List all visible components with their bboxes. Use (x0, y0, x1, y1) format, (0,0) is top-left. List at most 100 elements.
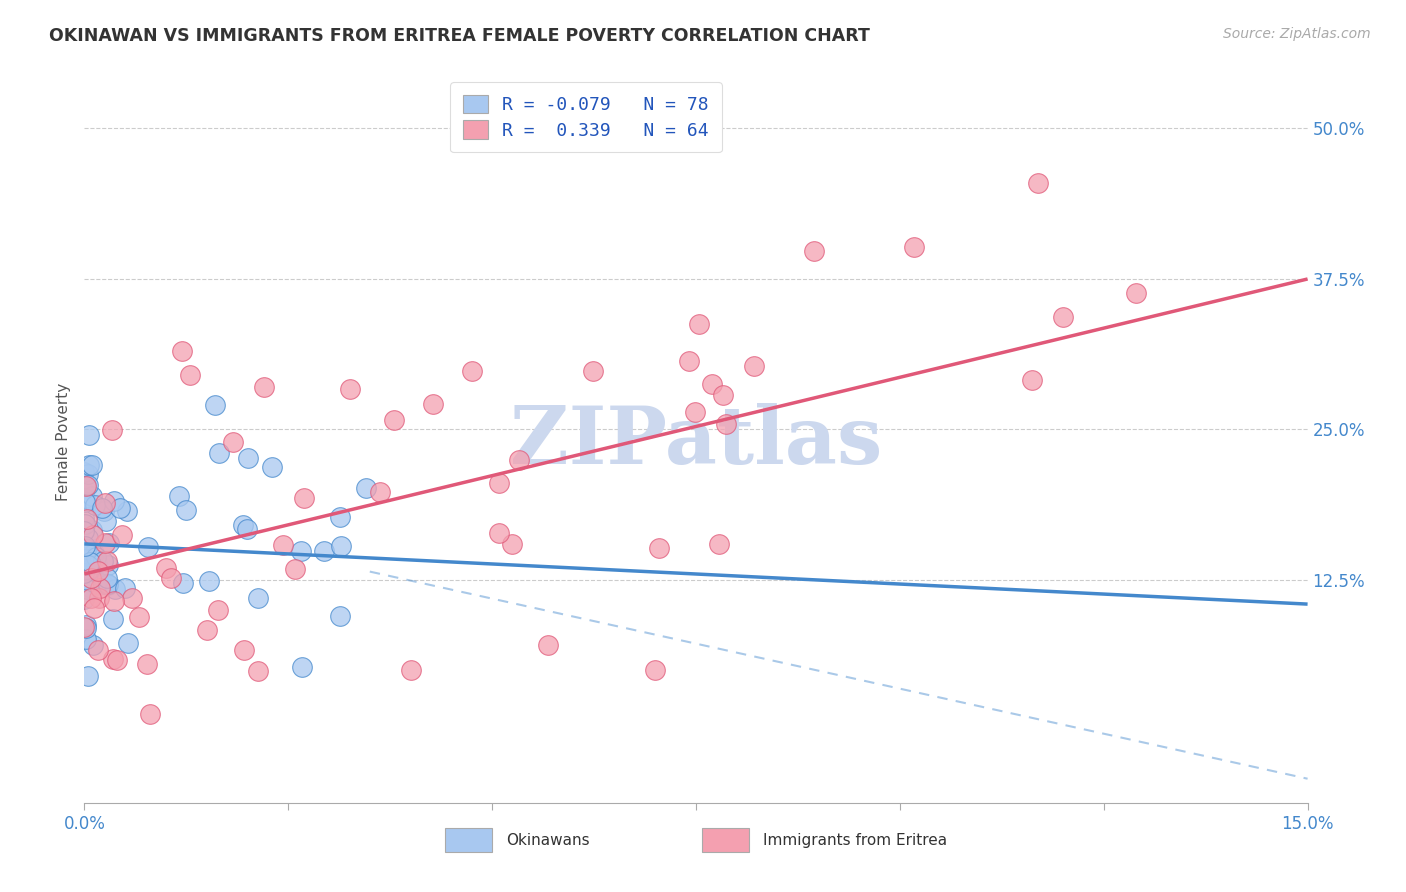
Point (76, 531, 98, 545)
Point (422, 397, 444, 411)
Point (94, 514, 117, 528)
Point (121, 591, 143, 606)
Point (82, 639, 104, 653)
Point (96, 571, 118, 585)
Point (94, 496, 117, 510)
Point (236, 523, 259, 537)
Point (73, 466, 96, 480)
Point (75, 516, 97, 531)
Point (700, 376, 723, 391)
Point (93, 554, 115, 568)
Point (73, 566, 96, 580)
Point (246, 664, 269, 678)
Point (247, 591, 270, 605)
Point (73, 539, 96, 553)
Point (75, 621, 97, 635)
Point (271, 538, 294, 552)
Point (80, 581, 103, 595)
Point (77, 458, 100, 473)
Text: ZIPatlas: ZIPatlas (510, 402, 882, 481)
Point (86, 558, 108, 572)
Text: Okinawans: Okinawans (506, 833, 591, 848)
Point (329, 608, 352, 623)
Point (82, 528, 104, 542)
Point (108, 501, 131, 516)
Point (128, 610, 150, 624)
Point (1052, 310, 1074, 324)
Point (195, 623, 218, 637)
Point (688, 317, 710, 331)
Point (103, 494, 125, 508)
Point (84, 549, 107, 564)
Point (97, 536, 120, 550)
Point (73, 566, 96, 581)
Point (77, 478, 100, 492)
Point (1125, 285, 1147, 300)
Point (73, 495, 96, 509)
Point (75, 491, 97, 505)
Point (155, 561, 177, 575)
Point (339, 383, 361, 397)
Point (399, 664, 422, 678)
Y-axis label: Female Poverty: Female Poverty (56, 383, 72, 500)
Point (83, 601, 105, 615)
Point (117, 636, 139, 650)
Point (105, 653, 128, 667)
Point (97, 578, 120, 592)
Point (221, 434, 243, 449)
Point (903, 240, 925, 254)
Point (370, 485, 392, 500)
Point (89, 591, 111, 605)
Point (73, 541, 96, 556)
Point (174, 503, 197, 517)
Point (104, 582, 127, 596)
Point (80, 523, 103, 537)
Point (103, 593, 125, 607)
Point (139, 707, 162, 722)
Point (76, 669, 98, 683)
Point (76, 512, 98, 526)
Point (644, 664, 666, 678)
Point (76, 467, 98, 481)
Point (96, 554, 118, 568)
Point (93, 577, 115, 591)
Point (382, 412, 405, 426)
Point (648, 541, 671, 555)
Point (93, 504, 115, 518)
Point (84, 498, 107, 512)
Point (80, 551, 103, 566)
Point (87, 642, 110, 657)
Point (582, 364, 605, 378)
Point (82, 489, 104, 503)
Point (73, 620, 96, 634)
Point (101, 423, 124, 437)
Text: Source: ZipAtlas.com: Source: ZipAtlas.com (1223, 27, 1371, 41)
Point (290, 543, 312, 558)
Point (172, 576, 194, 591)
Point (101, 652, 124, 666)
Point (76, 558, 98, 573)
Point (204, 398, 226, 412)
Point (94, 536, 117, 550)
Point (97, 558, 120, 572)
Point (488, 476, 510, 491)
Point (115, 503, 138, 517)
Point (207, 603, 229, 617)
Point (179, 368, 201, 383)
Point (253, 380, 276, 394)
Point (77, 554, 100, 568)
Point (75, 541, 97, 556)
Point (232, 518, 254, 533)
Legend: R = -0.079   N = 78, R =  0.339   N = 64: R = -0.079 N = 78, R = 0.339 N = 64 (450, 82, 721, 153)
Point (803, 244, 825, 259)
Point (80, 564, 103, 578)
Point (508, 453, 530, 467)
Point (75, 479, 97, 493)
Point (284, 561, 307, 575)
Text: OKINAWAN VS IMMIGRANTS FROM ERITREA FEMALE POVERTY CORRELATION CHART: OKINAWAN VS IMMIGRANTS FROM ERITREA FEMA… (49, 27, 870, 45)
Point (683, 405, 706, 419)
Point (73, 511, 96, 525)
Point (73, 494, 96, 508)
Point (77, 563, 100, 577)
Point (233, 642, 256, 657)
